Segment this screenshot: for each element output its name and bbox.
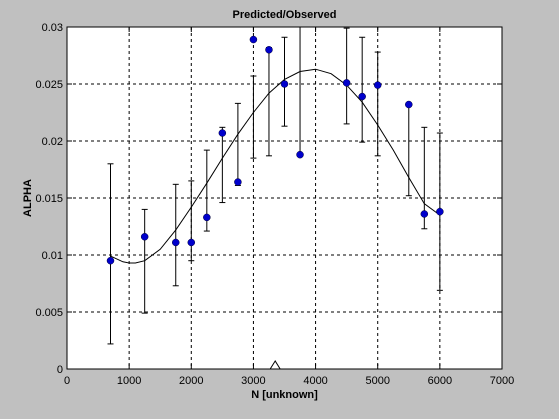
x-tick-label: 5000 [365, 375, 389, 387]
y-tick-label: 0.005 [35, 307, 63, 319]
x-tick-label: 6000 [428, 375, 452, 387]
data-point [265, 46, 273, 54]
y-tick-label: 0.03 [42, 22, 63, 34]
y-tick-label: 0.025 [35, 79, 63, 91]
x-tick-label: 2000 [179, 375, 203, 387]
data-point [106, 256, 115, 265]
data-point [296, 150, 304, 159]
data-point [280, 80, 289, 88]
axis-ticks [66, 26, 503, 370]
predicted-curve [110, 68, 441, 264]
marker-group [269, 360, 282, 370]
observed-points [106, 35, 444, 265]
x-tick-label: 3000 [241, 375, 265, 387]
y-tick-label: 0.02 [42, 136, 63, 148]
data-point [420, 210, 429, 218]
data-point [405, 100, 413, 109]
data-point [203, 213, 211, 222]
triangle-marker [269, 360, 282, 370]
data-point [358, 92, 366, 101]
x-tick-label: 4000 [303, 375, 327, 387]
data-point [373, 81, 382, 89]
x-axis-label: N [unknown] [251, 389, 318, 401]
y-tick-labels: 0 0.005 0.01 0.015 0.02 0.025 0.03 [35, 22, 63, 376]
x-tick-label: 1000 [117, 375, 141, 387]
x-tick-label: 7000 [490, 375, 514, 387]
data-point [172, 238, 180, 247]
data-point [249, 35, 258, 44]
data-point [140, 233, 149, 241]
data-point [342, 79, 351, 87]
x-tick-label: 0 [64, 375, 70, 387]
y-tick-label: 0 [57, 364, 63, 376]
chart-title: Predicted/Observed [233, 9, 337, 21]
data-point [436, 207, 444, 216]
y-tick-label: 0.015 [35, 193, 63, 205]
x-tick-labels: 0 1000 2000 3000 4000 5000 6000 7000 [64, 375, 514, 387]
data-point [187, 238, 196, 247]
data-point [218, 129, 227, 137]
predicted-curve-group [110, 68, 441, 264]
data-point [234, 178, 242, 186]
y-tick-label: 0.01 [42, 250, 63, 262]
y-axis-label: ALPHA [22, 179, 34, 217]
